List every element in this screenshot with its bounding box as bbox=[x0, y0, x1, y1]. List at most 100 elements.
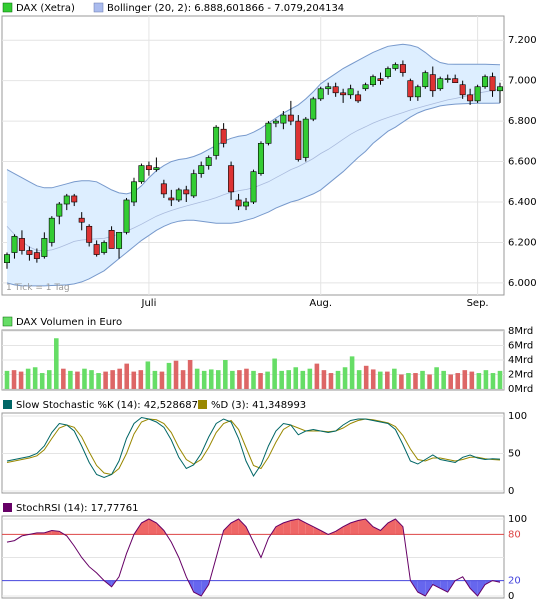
stochrsi-overbought-fill bbox=[238, 519, 246, 535]
stoch-k-legend-label: Slow Stochastic %K (14): 42,528687 bbox=[16, 400, 198, 411]
candle bbox=[392, 62, 399, 71]
volume-bar bbox=[82, 368, 87, 389]
candle-body bbox=[160, 183, 167, 195]
candle-body bbox=[48, 217, 55, 243]
candle-body bbox=[325, 86, 332, 90]
candle bbox=[250, 169, 257, 205]
stochrsi-overbought-fill bbox=[335, 526, 344, 535]
stochrsi-panel: StochRSI (14): 17,77761 0 20 80 100 bbox=[1, 503, 527, 602]
candle bbox=[71, 193, 78, 207]
volume-bar bbox=[448, 374, 453, 389]
candle-body bbox=[355, 94, 362, 102]
volume-bar bbox=[286, 370, 292, 389]
stoch-d-legend-label: %D (3): 41,348993 bbox=[211, 400, 306, 411]
candle bbox=[362, 82, 369, 91]
volume-bar bbox=[39, 373, 45, 389]
volume-legend-label: DAX Volumen in Euro bbox=[16, 317, 122, 328]
volume-bar bbox=[469, 371, 475, 389]
stochrsi-legend-swatch bbox=[3, 503, 12, 512]
stoch-d-legend-swatch bbox=[198, 400, 207, 409]
volume-bar bbox=[18, 371, 24, 389]
volume-bar bbox=[4, 370, 10, 389]
stochrsi-oversold-fill bbox=[201, 580, 209, 596]
candle-body bbox=[302, 118, 309, 158]
candle bbox=[482, 74, 489, 89]
candle bbox=[452, 74, 459, 83]
volume-bar bbox=[103, 371, 108, 389]
stochrsi-overbought-fill bbox=[223, 522, 232, 535]
candle bbox=[56, 202, 63, 225]
candle bbox=[4, 252, 10, 269]
stochrsi-tick-label: 20 bbox=[508, 576, 521, 587]
volume-bar bbox=[434, 367, 439, 389]
candle-body bbox=[4, 254, 10, 263]
candle-body bbox=[86, 225, 93, 243]
candle-body bbox=[265, 122, 272, 144]
candle bbox=[123, 197, 130, 235]
candle bbox=[287, 100, 294, 126]
candle bbox=[377, 72, 384, 85]
volume-tick-label: 6Mrd bbox=[508, 341, 533, 352]
volume-bar bbox=[497, 370, 503, 389]
candle bbox=[429, 66, 436, 97]
volume-bar bbox=[314, 363, 320, 389]
price-tick-label: 6.800 bbox=[508, 116, 537, 127]
volume-bar bbox=[54, 338, 59, 389]
volume-bar bbox=[427, 374, 432, 389]
candle-body bbox=[429, 74, 436, 92]
volume-bar bbox=[476, 373, 482, 389]
candle-body bbox=[437, 78, 444, 90]
candle-body bbox=[175, 189, 182, 201]
candle bbox=[407, 78, 414, 101]
price-tick-label: 6.600 bbox=[508, 157, 537, 168]
candle bbox=[265, 121, 272, 146]
volume-legend-swatch bbox=[2, 316, 13, 327]
candle bbox=[399, 60, 406, 77]
candle bbox=[497, 82, 503, 103]
volume-bar bbox=[230, 370, 235, 389]
candle-body bbox=[452, 78, 459, 83]
candle-body bbox=[340, 92, 347, 96]
candle-body bbox=[145, 165, 152, 170]
candle bbox=[280, 111, 287, 130]
volume-bar bbox=[349, 356, 355, 389]
volume-bar bbox=[145, 361, 151, 389]
stochrsi-overbought-fill bbox=[148, 519, 157, 535]
candle-body bbox=[138, 165, 145, 183]
time-tick-label: Juli bbox=[141, 298, 157, 309]
volume-bar bbox=[328, 373, 334, 389]
candlesticks bbox=[4, 60, 503, 269]
candle-body bbox=[489, 76, 496, 92]
candle-body bbox=[362, 84, 369, 90]
candle-body bbox=[280, 114, 287, 124]
candle bbox=[116, 232, 123, 259]
candle bbox=[459, 80, 466, 99]
volume-bar bbox=[131, 371, 137, 389]
volume-bar bbox=[385, 371, 390, 389]
volume-bar bbox=[201, 370, 207, 389]
candle-body bbox=[310, 98, 317, 120]
candle bbox=[257, 141, 264, 176]
price-tick-label: 6.400 bbox=[508, 197, 537, 208]
candle-body bbox=[101, 242, 108, 253]
candle-body bbox=[287, 114, 294, 122]
candle bbox=[347, 84, 354, 99]
candle-body bbox=[11, 236, 18, 253]
price-tick-label: 6.000 bbox=[508, 278, 537, 289]
volume-panel: DAX Volumen in Euro 0Mrd 2Mrd 4Mrd 6Mrd 8Mrd bbox=[1, 316, 533, 395]
candle-body bbox=[257, 143, 264, 174]
bollinger-legend-swatch bbox=[93, 2, 104, 13]
price-panel: DAX (Xetra) Bollinger (20, 2): 6.888,601… bbox=[1, 2, 537, 309]
candle-body bbox=[33, 252, 40, 259]
stochrsi-oversold-fill bbox=[425, 580, 433, 596]
volume-bar bbox=[335, 370, 341, 389]
candle-body bbox=[205, 157, 212, 166]
candle bbox=[48, 216, 55, 247]
volume-bar bbox=[215, 370, 221, 389]
candle-body bbox=[243, 201, 250, 207]
candle-body bbox=[153, 167, 160, 170]
candle-body bbox=[71, 195, 78, 203]
candle bbox=[422, 70, 429, 89]
stochastic-panel: Slow Stochastic %K (14): 42,528687 %D (3… bbox=[1, 400, 527, 497]
volume-bar bbox=[279, 370, 284, 389]
